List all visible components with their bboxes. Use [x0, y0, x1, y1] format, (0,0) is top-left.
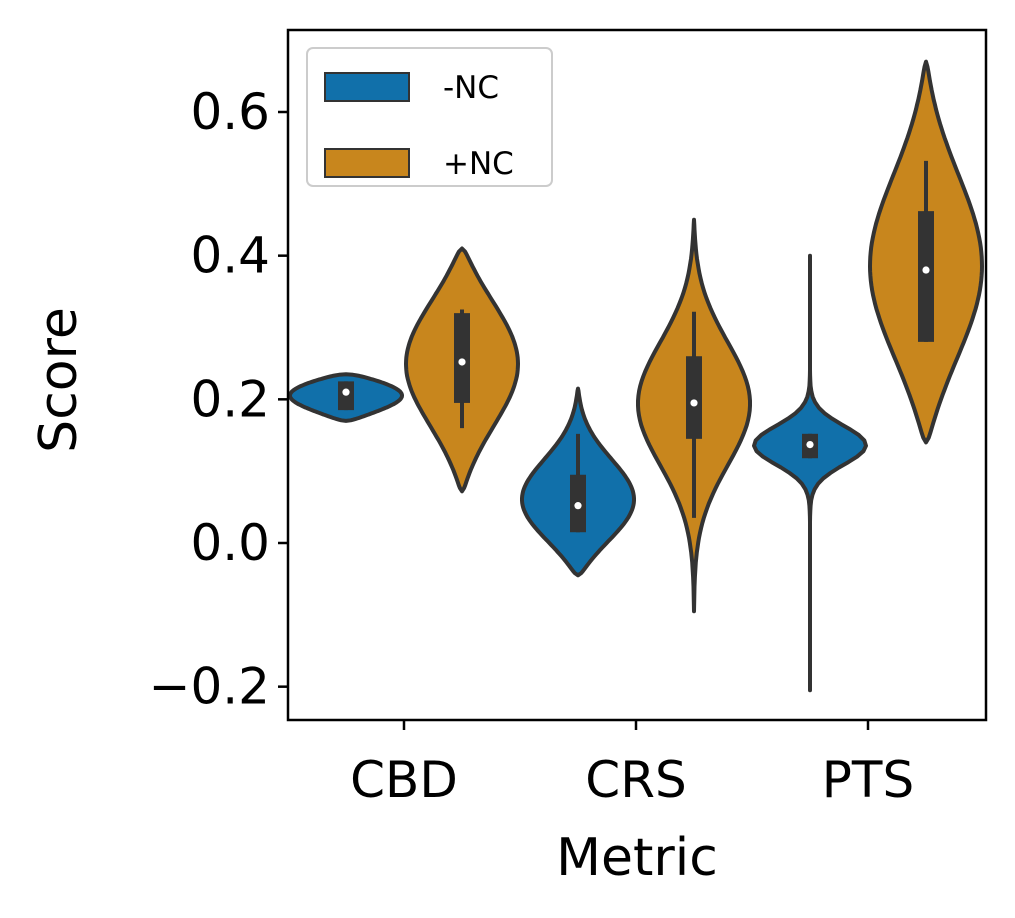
median-marker	[458, 358, 466, 366]
y-tick-label: 0.6	[190, 83, 270, 141]
legend-label: -NC	[443, 70, 499, 106]
legend-label: +NC	[443, 146, 514, 182]
x-tick-label: PTS	[822, 751, 914, 809]
legend-swatch	[324, 72, 410, 102]
y-axis-title: Score	[29, 307, 89, 453]
median-marker	[806, 440, 814, 449]
violin-layer	[288, 59, 984, 693]
iqr-box	[686, 356, 702, 439]
y-tick-label: −0.2	[149, 658, 270, 716]
median-marker	[922, 266, 930, 274]
x-axis: CBD CRS PTS	[350, 720, 914, 809]
y-tick-label: 0.0	[190, 514, 270, 572]
y-axis: −0.2 0.0 0.2 0.4 0.6	[149, 83, 288, 716]
iqr-box	[454, 313, 470, 403]
y-tick-label: 0.2	[190, 370, 270, 428]
median-marker	[574, 502, 582, 510]
x-tick-label: CBD	[350, 751, 458, 809]
legend-swatch	[324, 148, 410, 178]
y-tick-label: 0.4	[190, 227, 270, 285]
median-marker	[690, 399, 698, 407]
median-marker	[342, 388, 350, 396]
x-axis-title: Metric	[556, 828, 718, 888]
iqr-box	[918, 211, 934, 342]
x-tick-label: CRS	[585, 751, 686, 809]
legend: -NC +NC	[306, 47, 553, 187]
violin-NC-pts	[752, 253, 868, 693]
